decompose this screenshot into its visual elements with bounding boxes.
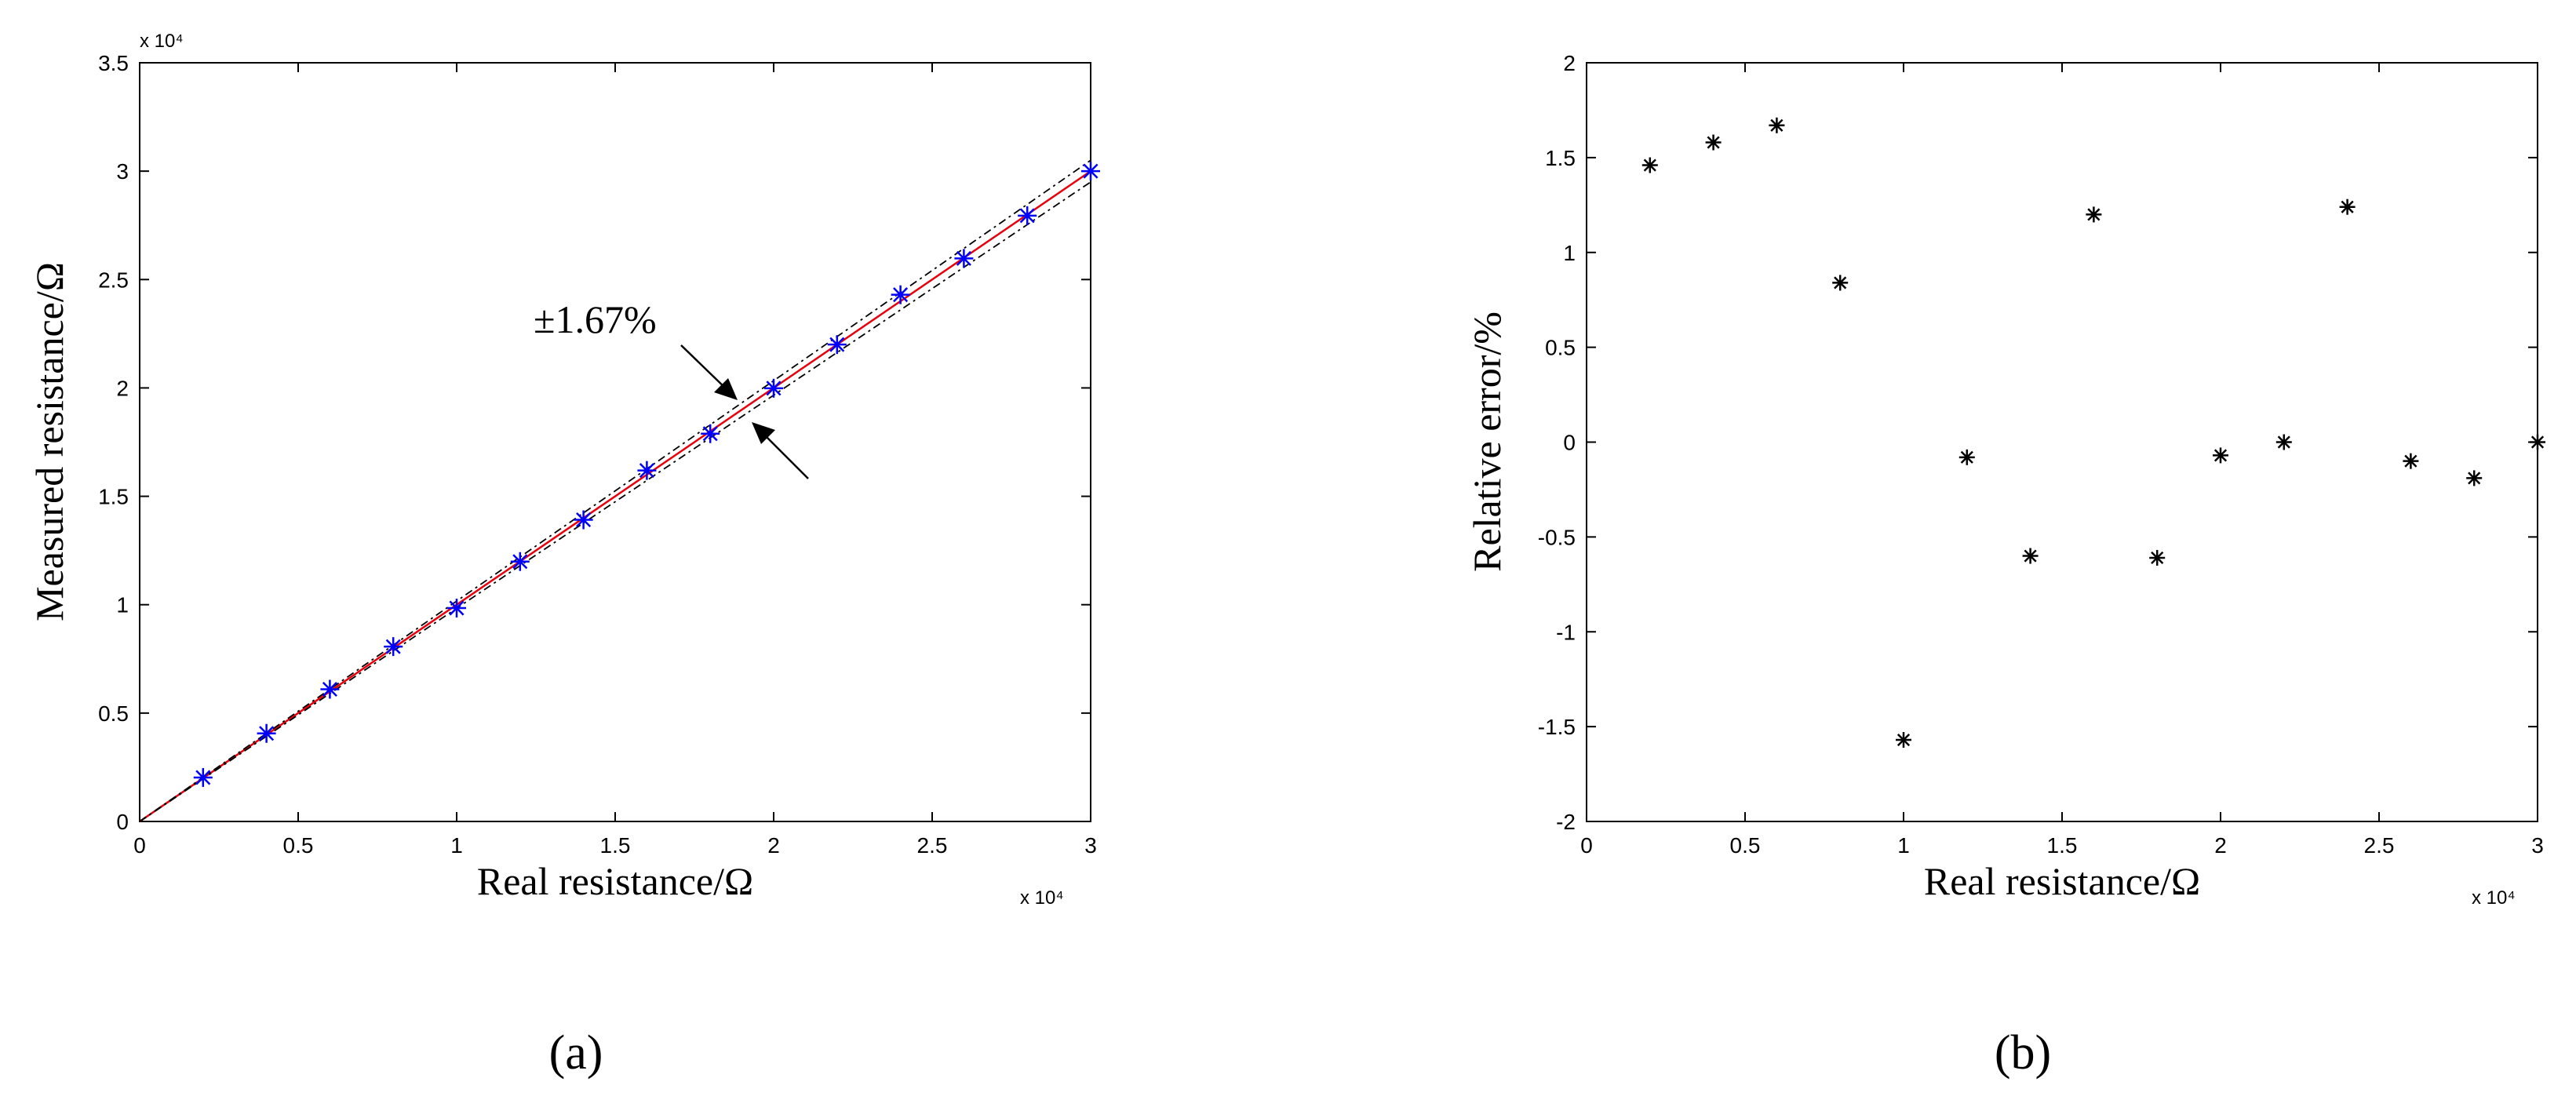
x-tick-label-b: 3: [2531, 833, 2544, 858]
data-point-b: [1832, 275, 1849, 291]
axis-ticks-a: 0 0.5 1 1.5 2 2.5 3 0 0.5 1 1.5 2 2.5 3 3.5: [98, 51, 1097, 858]
y-tick-label-a: 2: [116, 376, 129, 400]
y-tick-label-b: 0.5: [1545, 336, 1576, 360]
y-tick-label-a: 3: [116, 159, 129, 184]
data-point-a: [954, 249, 974, 268]
data-point-b: [2213, 447, 2228, 464]
data-point-a: [447, 599, 466, 618]
annotation-arrow-lower: [759, 429, 809, 479]
x-tick-label-b: 1: [1897, 833, 1910, 858]
panel-caption-a: (a): [549, 1026, 603, 1080]
data-point-b: [2275, 434, 2292, 450]
y-tick-label-a: 0: [116, 810, 129, 834]
x-tick-label-a: 1: [450, 833, 463, 858]
x-tick-label-a: 1.5: [600, 833, 631, 858]
y-tick-label-a: 1: [116, 593, 129, 617]
y-tick-label-b: -1: [1556, 620, 1576, 644]
x-tick-label-b: 0: [1580, 833, 1593, 858]
y-tick-label-a: 3.5: [98, 51, 129, 75]
x-tick-label-b: 2: [2214, 833, 2227, 858]
x-tick-label-a: 2: [767, 833, 780, 858]
fit-line: [139, 170, 1091, 823]
y-tick-label-a: 2.5: [98, 268, 129, 292]
annotation-arrowhead-upper: [714, 378, 738, 400]
y-tick-label-b: -0.5: [1538, 525, 1576, 549]
data-point-a: [384, 637, 403, 657]
y-tick-label-b: 1: [1563, 241, 1576, 265]
data-point-a: [891, 285, 910, 304]
x-axis-label-b: Real resistance/Ω: [1924, 859, 2200, 903]
data-point-a: [193, 767, 213, 787]
data-point-b: [2466, 470, 2483, 486]
data-point-a: [701, 424, 720, 443]
y-axis-label-b: Relative error/%: [1465, 311, 1509, 572]
panel-b: 0 0.5 1 1.5 2 2.5 3 -2 -1.5 -1 -0.5 0 0.5 1 1.5 2 x 10⁴…: [1465, 51, 2545, 1080]
bound-line: [139, 159, 1091, 822]
data-point-b: [2086, 206, 2102, 223]
lines-a: [139, 159, 1091, 823]
data-point-b: [1896, 732, 1911, 749]
x-axis-label-a: Real resistance/Ω: [477, 859, 753, 903]
annotation-arrowhead-lower: [752, 422, 775, 444]
axis-ticks-b: 0 0.5 1 1.5 2 2.5 3 -2 -1.5 -1 -0.5 0 0.5 1 1.5 2: [1538, 51, 2544, 858]
y-tick-label-b: -2: [1556, 810, 1576, 834]
y-tick-label-a: 1.5: [98, 485, 129, 509]
y-tick-label-b: -1.5: [1538, 715, 1576, 739]
x-tick-label-a: 2.5: [917, 833, 948, 858]
x-tick-label-a: 0.5: [283, 833, 314, 858]
data-point-a: [1081, 162, 1100, 181]
data-point-a: [320, 679, 340, 699]
y-tick-label-b: 2: [1563, 51, 1576, 75]
x-tick-label-a: 0: [133, 833, 146, 858]
y-tick-label-b: 0: [1563, 431, 1576, 455]
data-point-a: [574, 510, 593, 530]
data-point-b: [2149, 549, 2166, 566]
data-point-b: [2339, 199, 2356, 215]
bound-line: [139, 181, 1091, 822]
panel-a: 0 0.5 1 1.5 2 2.5 3 0 0.5 1 1.5 2 2.5 3 3.5 ±1.67% x 1…: [27, 31, 1100, 1080]
data-point-a: [257, 723, 276, 743]
x-tick-label-a: 3: [1084, 833, 1097, 858]
data-point-a: [827, 335, 847, 355]
plot-area-b: [1586, 62, 2538, 822]
y-axis-label-a: Measured resistance/Ω: [27, 262, 71, 621]
panel-caption-b: (b): [1995, 1026, 2051, 1080]
data-point-a: [1018, 206, 1037, 225]
markers-a: [193, 162, 1100, 787]
y-tick-label-b: 1.5: [1545, 146, 1576, 170]
data-point-a: [637, 461, 657, 480]
x-tick-label-b: 0.5: [1730, 833, 1761, 858]
markers-b: [1641, 117, 2545, 749]
data-point-b: [2530, 434, 2545, 450]
data-point-b: [1641, 157, 1658, 173]
x-multiplier-a: x 10⁴: [1020, 887, 1064, 909]
data-point-b: [1769, 117, 1785, 133]
data-point-a: [510, 552, 530, 571]
annotation-text: ±1.67%: [534, 297, 657, 341]
data-point-b: [1958, 449, 1975, 465]
y-tick-label-a: 0.5: [98, 701, 129, 726]
x-multiplier-b: x 10⁴: [2472, 887, 2516, 909]
annotation-arrow-upper: [680, 344, 731, 393]
plot-area-a: [139, 62, 1091, 822]
x-tick-label-b: 2.5: [2364, 833, 2395, 858]
data-point-b: [2403, 453, 2419, 469]
y-multiplier-a: x 10⁴: [140, 31, 184, 52]
annotation-a: ±1.67%: [534, 297, 809, 479]
data-point-b: [1705, 134, 1722, 151]
data-point-a: [764, 378, 783, 398]
data-point-b: [2022, 548, 2039, 564]
x-tick-label-b: 1.5: [2047, 833, 2078, 858]
